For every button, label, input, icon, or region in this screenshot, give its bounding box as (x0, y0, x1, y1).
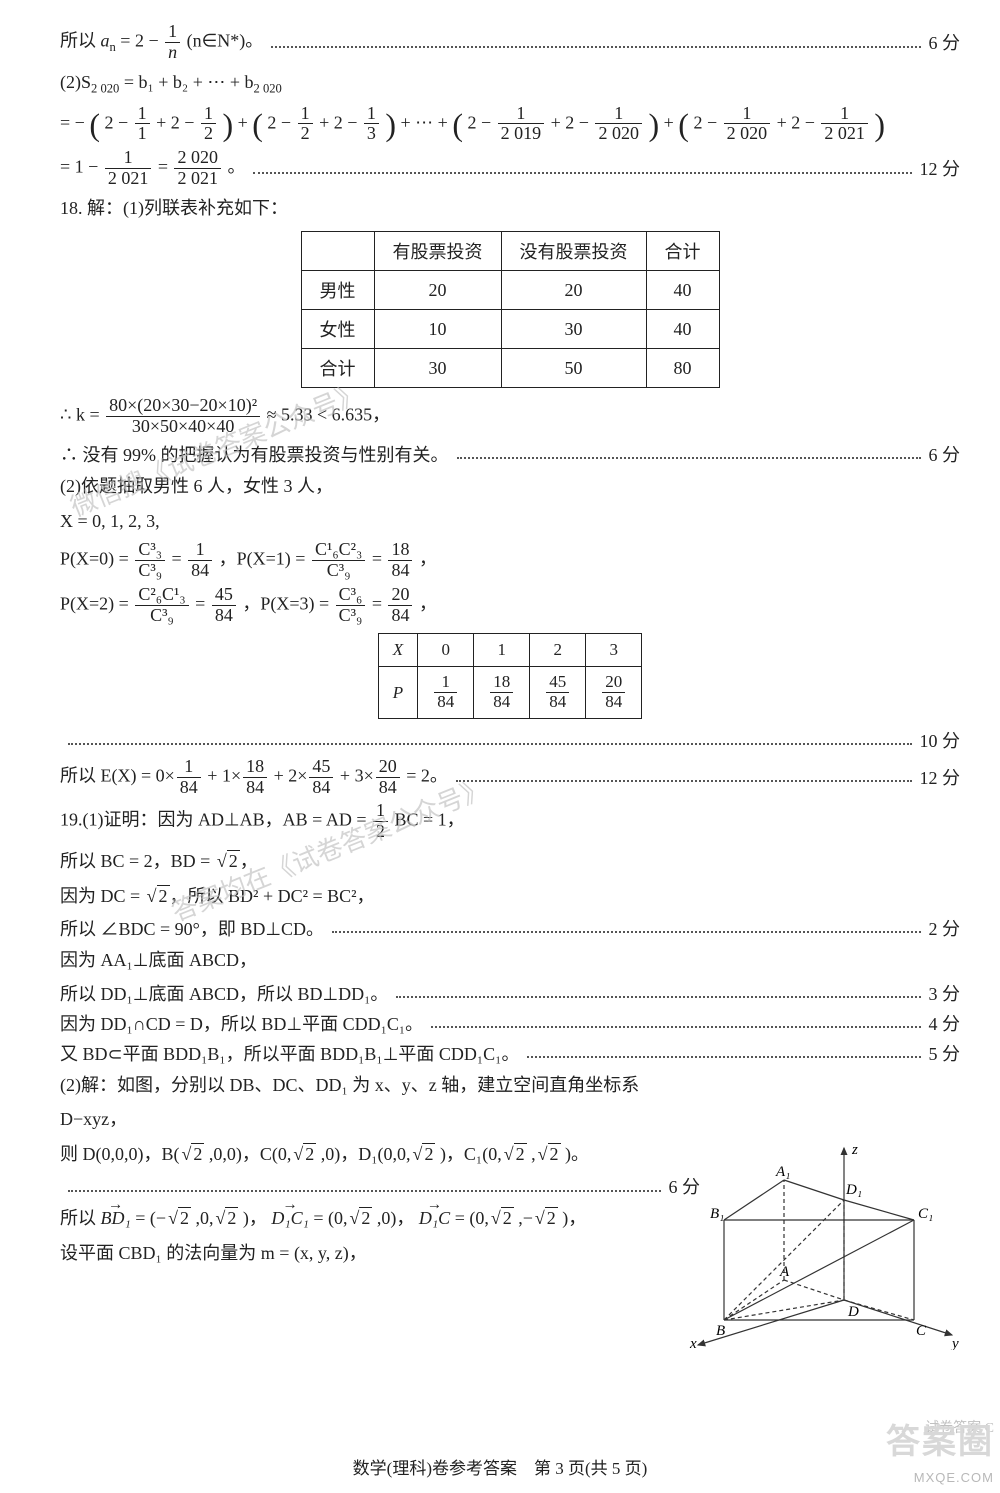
lbl-a1: A₁ (775, 1164, 790, 1180)
table-cell: 30 (501, 310, 646, 349)
p19-l9a: (2)解：如图，分别以 DB、DC、DD₁ 为 x、y、z 轴，建立空间直角坐标… (60, 1070, 680, 1101)
score-6: 6 分 (929, 29, 961, 55)
distribution-table: X 0 1 2 3 P 184 1884 4584 2084 (378, 633, 642, 718)
lbl-b1: B₁ (710, 1206, 724, 1222)
score-5: 5 分 (929, 1040, 961, 1066)
score-3: 3 分 (929, 980, 961, 1006)
table-cell: X (378, 634, 417, 667)
table-cell (301, 232, 374, 271)
lbl-c1: C₁ (918, 1206, 933, 1222)
p17-line2: (2)S2 020 = b₁ + b₂ + ⋯ + b2 020 (60, 67, 960, 100)
p19-head: 19.(1)证明：因为 AD⊥AB，AB = AD = 12 BC = 1， (60, 801, 960, 842)
table-cell: 50 (501, 349, 646, 388)
table-cell: 1 (474, 634, 530, 667)
lbl-a: A (779, 1264, 790, 1280)
table-cell: 0 (418, 634, 474, 667)
p19-l8: 又 BD⊂平面 BDD₁B₁，所以平面 BDD₁B₁⊥平面 CDD₁C₁。 5 … (60, 1040, 960, 1066)
table-cell: 合计 (301, 349, 374, 388)
p19-score6: 6 分 (60, 1173, 700, 1199)
p18-l2a: (2)依题抽取男性 6 人，女性 3 人， (60, 471, 960, 502)
p18-px01: P(X=0) = C³₃C³₉ = 184 ，P(X=1) = C¹₆C²₃C³… (60, 540, 960, 581)
table-cell: 1884 (474, 667, 530, 718)
p19-l9b: D−xyz， (60, 1104, 960, 1135)
p17-line3: = − ( 2 − 11 + 2 − 12 ) + ( 2 − 12 + 2 −… (60, 104, 960, 145)
table-cell: 30 (374, 349, 501, 388)
corner-watermark: 答案圈 (886, 1414, 994, 1463)
p19-l7: 因为 DD₁∩CD = D，所以 BD⊥平面 CDD₁C₁。 4 分 (60, 1010, 960, 1036)
table-cell: P (378, 667, 417, 718)
lbl-d1: D₁ (845, 1182, 862, 1198)
prism-diagram: z y x B₁ A₁ D₁ C₁ B A D C (684, 1140, 964, 1350)
table-cell: 20 (374, 271, 501, 310)
score-6: 6 分 (929, 441, 961, 467)
score-12: 12 分 (920, 155, 961, 181)
p18-score10: 10 分 (60, 727, 960, 753)
table-cell: 有股票投资 (374, 232, 501, 271)
p19-l2: 所以 BC = 2，BD = 2， (60, 846, 960, 877)
table-cell: 40 (646, 271, 719, 310)
table-cell: 没有股票投资 (501, 232, 646, 271)
p17-line4: = 1 − 12 021 = 2 0202 021 。 12 分 (60, 148, 960, 189)
corner-url: MXQE.COM (914, 1470, 994, 1485)
txt: (n∈N*)。 (187, 30, 264, 50)
p18-head: 18. 解：(1)列联表补充如下： (60, 193, 960, 224)
p18-k: ∴ k = 80×(20×30−20×10)²30×50×40×40 ≈ 5.3… (60, 396, 960, 437)
table-cell: 2 (530, 634, 586, 667)
a: a (101, 30, 110, 50)
sub: n (110, 40, 116, 54)
lbl-b: B (716, 1323, 725, 1339)
score-10: 10 分 (920, 727, 961, 753)
table-cell: 20 (501, 271, 646, 310)
axis-x-label: x (689, 1336, 697, 1350)
lbl-d: D (847, 1304, 859, 1320)
table-cell: 男性 (301, 271, 374, 310)
eq: = 2 − (120, 30, 163, 50)
score-4: 4 分 (929, 1010, 961, 1036)
table-cell: 184 (418, 667, 474, 718)
table-cell: 2084 (586, 667, 642, 718)
p17-line1: 所以 an = 2 − 1n (n∈N*)。 6 分 (60, 22, 960, 63)
table-cell: 4584 (530, 667, 586, 718)
axis-y-label: y (950, 1336, 959, 1350)
p19-l4: 所以 ∠BDC = 90°，即 BD⊥CD。 2 分 (60, 915, 960, 941)
table-cell: 40 (646, 310, 719, 349)
axis-z-label: z (851, 1142, 858, 1158)
contingency-table: 有股票投资 没有股票投资 合计 男性 20 20 40 女性 10 30 40 … (301, 231, 720, 388)
p19-l5: 因为 AA₁⊥底面 ABCD， (60, 945, 960, 976)
p18-ex: 所以 E(X) = 0×184 + 1×1884 + 2×4584 + 3×20… (60, 757, 960, 798)
p18-px23: P(X=2) = C²₆C¹₃C³₉ = 4584 ，P(X=3) = C³₆C… (60, 585, 960, 626)
score-2: 2 分 (929, 915, 961, 941)
p18-conc1: ∴ 没有 99% 的把握认为有股票投资与性别有关。 6 分 (60, 441, 960, 467)
table-cell: 合计 (646, 232, 719, 271)
p19-l3: 因为 DC = 2，所以 BD² + DC² = BC²， (60, 881, 960, 912)
lbl-c: C (916, 1323, 927, 1339)
table-cell: 80 (646, 349, 719, 388)
page-footer: 数学(理科)卷参考答案 第 3 页(共 5 页) (0, 1454, 1000, 1479)
table-cell: 3 (586, 634, 642, 667)
p19-l10: 则 D(0,0,0)，B(2 ,0,0)，C(0,2 ,0)，D₁(0,0,2 … (60, 1139, 680, 1170)
table-cell: 女性 (301, 310, 374, 349)
p19-l6: 所以 DD₁⊥底面 ABCD，所以 BD⊥DD₁。 3 分 (60, 980, 960, 1006)
txt: 所以 (60, 30, 101, 50)
score-12: 12 分 (920, 764, 961, 790)
p18-l2b: X = 0, 1, 2, 3, (60, 506, 960, 537)
table-cell: 10 (374, 310, 501, 349)
